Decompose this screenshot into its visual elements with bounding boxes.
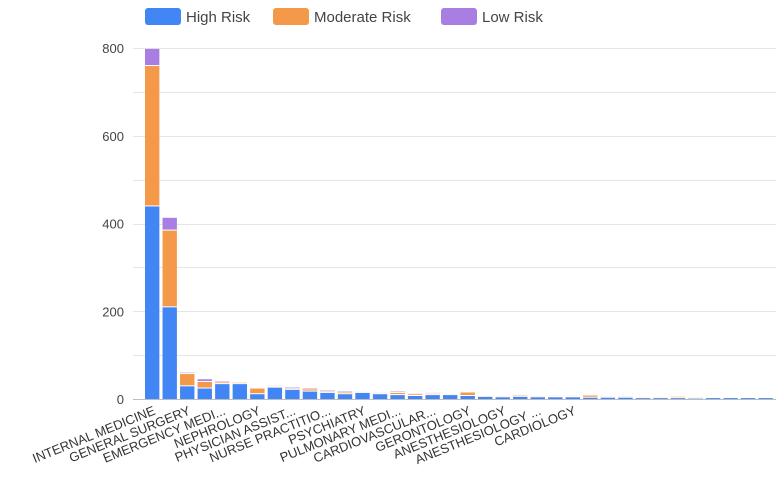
legend-item-moderate-risk[interactable]: Moderate Risk bbox=[273, 8, 411, 26]
bar-segment-high-risk[interactable] bbox=[723, 398, 737, 399]
legend-item-low-risk[interactable]: Low Risk bbox=[441, 8, 543, 26]
legend-label: Low Risk bbox=[482, 9, 543, 26]
bar-segment-moderate-risk[interactable] bbox=[145, 66, 159, 206]
bar-segment-low-risk[interactable] bbox=[163, 218, 177, 230]
bar-segment-high-risk[interactable] bbox=[285, 389, 299, 399]
bar-segment-high-risk[interactable] bbox=[303, 391, 317, 399]
bar-segment-high-risk[interactable] bbox=[145, 206, 159, 399]
bar-segment-low-risk[interactable] bbox=[145, 49, 159, 66]
bar-segment-high-risk[interactable] bbox=[250, 394, 264, 399]
bar-segment-high-risk[interactable] bbox=[233, 384, 247, 399]
legend-label: High Risk bbox=[186, 9, 251, 26]
bar-segment-high-risk[interactable] bbox=[408, 395, 422, 399]
bar-segment-high-risk[interactable] bbox=[355, 392, 369, 399]
bar-segment-moderate-risk[interactable] bbox=[461, 392, 475, 396]
y-tick-label: 400 bbox=[102, 217, 124, 232]
y-tick-label: 200 bbox=[102, 304, 124, 319]
bar-segment-high-risk[interactable] bbox=[741, 398, 755, 399]
legend-label: Moderate Risk bbox=[314, 9, 411, 26]
legend-swatch bbox=[273, 8, 309, 25]
bar-segment-high-risk[interactable] bbox=[706, 398, 720, 399]
bar-segment-high-risk[interactable] bbox=[180, 386, 194, 399]
bar-segment-high-risk[interactable] bbox=[461, 395, 475, 399]
bar-segment-high-risk[interactable] bbox=[320, 392, 334, 399]
bar-segment-high-risk[interactable] bbox=[163, 307, 177, 399]
legend[interactable]: High Risk Moderate Risk Low Risk bbox=[145, 8, 543, 26]
bar-segment-moderate-risk[interactable] bbox=[163, 230, 177, 307]
y-tick-label: 800 bbox=[102, 41, 124, 56]
bar-segment-high-risk[interactable] bbox=[425, 395, 439, 399]
grid-lines bbox=[133, 49, 776, 400]
bar-segment-moderate-risk[interactable] bbox=[250, 388, 264, 394]
bar-segment-high-risk[interactable] bbox=[338, 394, 352, 399]
bar-segment-high-risk[interactable] bbox=[215, 384, 229, 399]
bar-segment-high-risk[interactable] bbox=[443, 395, 457, 399]
bar-segment-moderate-risk[interactable] bbox=[198, 381, 212, 388]
legend-swatch bbox=[441, 8, 477, 25]
bars bbox=[145, 49, 773, 399]
y-tick-label: 600 bbox=[102, 129, 124, 144]
bar-segment-high-risk[interactable] bbox=[373, 394, 387, 399]
legend-item-high-risk[interactable]: High Risk bbox=[145, 8, 251, 26]
y-tick-label: 0 bbox=[117, 392, 124, 407]
legend-swatch bbox=[145, 8, 181, 25]
bar-segment-high-risk[interactable] bbox=[198, 388, 212, 399]
bar-segment-moderate-risk[interactable] bbox=[180, 374, 194, 386]
bar-segment-high-risk[interactable] bbox=[758, 398, 772, 399]
bar-segment-high-risk[interactable] bbox=[390, 395, 404, 399]
bar-segment-high-risk[interactable] bbox=[268, 387, 282, 399]
y-axis-ticks: 0 200 400 600 800 bbox=[102, 41, 124, 407]
